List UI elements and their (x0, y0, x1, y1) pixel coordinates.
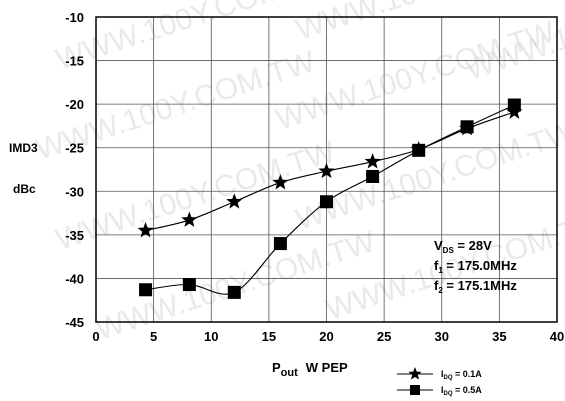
x-tick-labels: 0 5 10 15 20 25 30 35 40 (92, 329, 564, 344)
data-point-square (139, 283, 153, 297)
x-axis-label: Pout W PEP (272, 360, 348, 379)
x-tick-label: 0 (92, 329, 99, 344)
watermark-layer: WWW.100Y.COM.TWWWW.100Y.COM.TWWWW.100Y.C… (32, 0, 565, 347)
data-point-star (226, 193, 243, 209)
y-tick-label: -25 (65, 141, 84, 156)
x-axis-label-sub: out (281, 367, 298, 379)
x-tick-label: 15 (262, 329, 276, 344)
annotation-vds: VDS = 28V (434, 238, 492, 255)
data-point-star (137, 222, 154, 238)
series-square (139, 98, 521, 299)
annotation-f2: f2 = 175.1MHz (434, 278, 517, 295)
y-axis-label-line1: IMD3 (9, 141, 38, 155)
plot-frame (95, 16, 558, 323)
legend-label-1: IDQ = 0.5A (441, 385, 482, 397)
y-tick-labels: -10 -15 -20 -25 -30 -35 -40 -45 (65, 10, 84, 330)
data-point-square (366, 169, 380, 183)
y-tick-label: -45 (65, 315, 84, 330)
x-tick-label: 10 (204, 329, 218, 344)
legend-marker-square (410, 385, 420, 395)
legend-marker-star (408, 367, 422, 380)
legend-label-0: IDQ = 0.1A (441, 369, 482, 381)
data-point-square (273, 237, 287, 251)
data-point-square (412, 143, 426, 157)
data-point-square (182, 278, 196, 292)
data-point-star (364, 153, 381, 169)
data-point-square (227, 285, 241, 299)
x-tick-label: 25 (377, 329, 391, 344)
y-tick-label: -15 (65, 54, 84, 69)
data-point-square (507, 98, 521, 112)
x-tick-label: 40 (550, 329, 564, 344)
legend: IDQ = 0.1A IDQ = 0.5A (397, 367, 482, 397)
x-tick-label: 30 (435, 329, 449, 344)
y-tick-label: -30 (65, 184, 84, 199)
x-tick-label: 35 (492, 329, 506, 344)
data-point-square (460, 120, 474, 134)
y-tick-label: -10 (65, 10, 84, 25)
watermark-text: WWW.100Y.COM.TW (292, 115, 565, 237)
x-tick-label: 20 (319, 329, 333, 344)
data-point-star (181, 211, 198, 227)
y-tick-label: -35 (65, 228, 84, 243)
annotation-f1: f1 = 175.0MHz (434, 258, 517, 275)
x-tick-label: 5 (150, 329, 157, 344)
y-axis-label-line2: dBc (13, 182, 36, 196)
watermark-text: WWW.100Y.COM.TW (52, 135, 340, 257)
y-tick-label: -20 (65, 97, 84, 112)
series-layer (137, 98, 523, 299)
x-axis-label-main: P (272, 360, 281, 375)
y-tick-label: -40 (65, 271, 84, 286)
data-point-star (318, 162, 335, 179)
x-axis-label-rest: W PEP (306, 360, 348, 375)
data-point-star (272, 174, 289, 190)
legend-square-icon (410, 385, 420, 395)
data-point-square (320, 195, 333, 209)
legend-star-icon (408, 367, 422, 380)
